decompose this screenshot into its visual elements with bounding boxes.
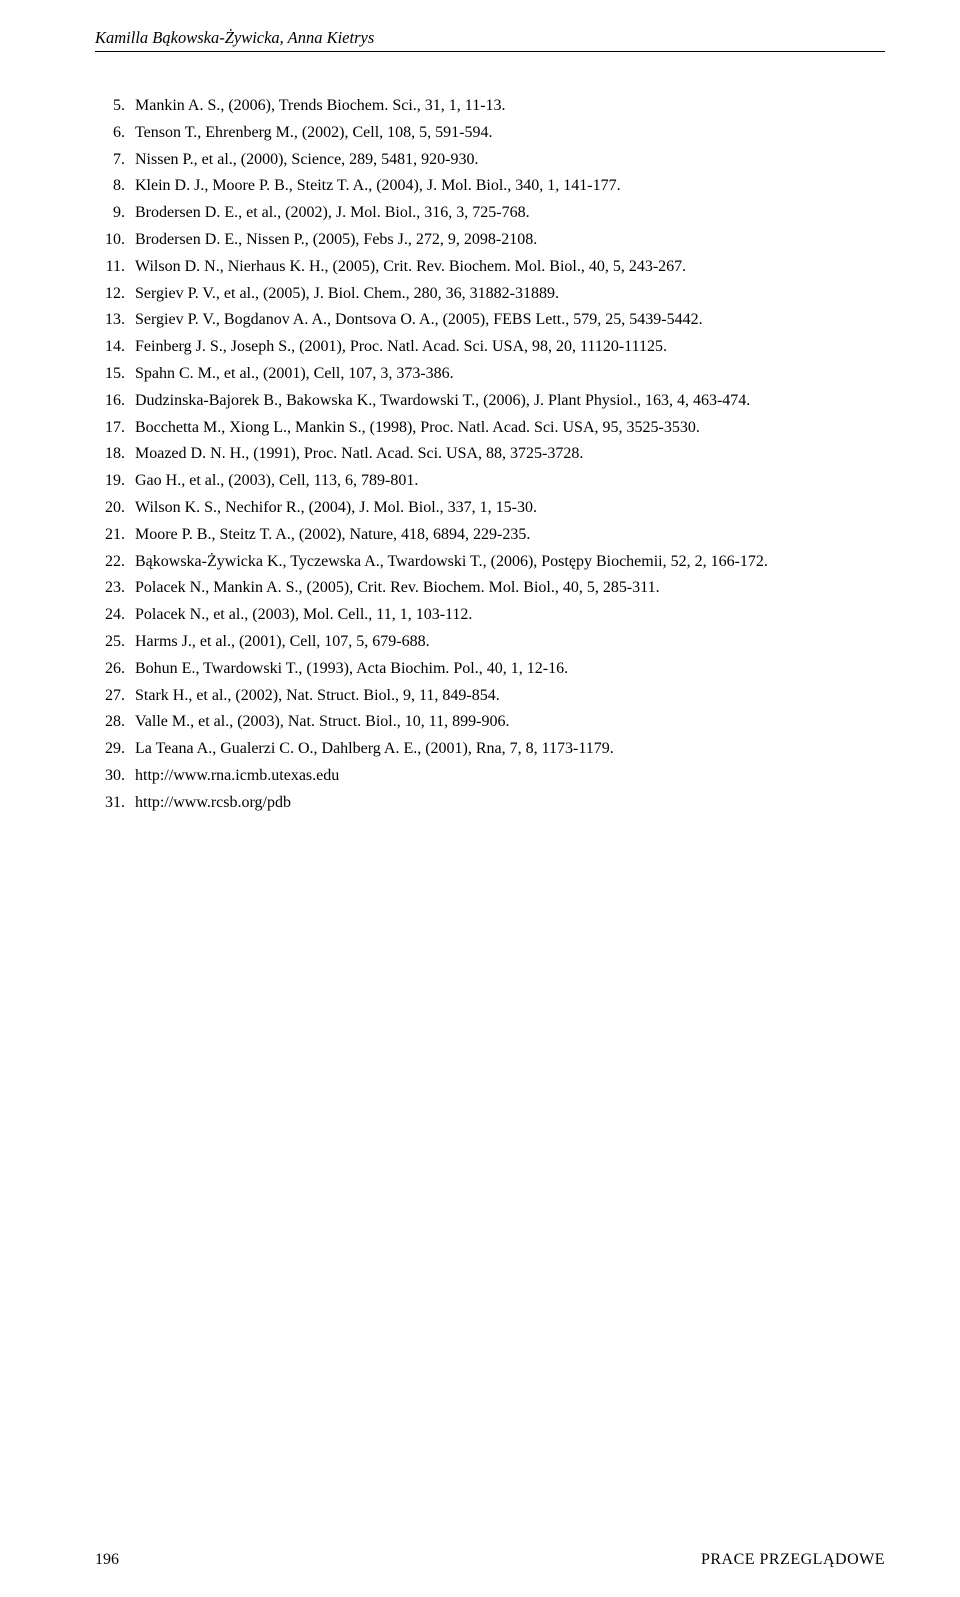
reference-number: 12. [95, 282, 125, 307]
reference-number: 20. [95, 496, 125, 521]
reference-item: 10. Brodersen D. E., Nissen P., (2005), F… [95, 228, 885, 253]
reference-number: 5. [95, 94, 125, 119]
reference-item: 27. Stark H., et al., (2002), Nat. Struct… [95, 684, 885, 709]
reference-item: 11. Wilson D. N., Nierhaus K. H., (2005),… [95, 255, 885, 280]
reference-item: 31. http://www.rcsb.org/pdb [95, 791, 885, 816]
reference-number: 29. [95, 737, 125, 762]
section-label: PRACE PRZEGLĄDOWE [701, 1551, 885, 1569]
reference-number: 11. [95, 255, 125, 280]
reference-item: 22. Bąkowska-Żywicka K., Tyczewska A., Tw… [95, 550, 885, 575]
reference-number: 8. [95, 174, 125, 199]
reference-item: 15. Spahn C. M., et al., (2001), Cell, 10… [95, 362, 885, 387]
reference-number: 6. [95, 121, 125, 146]
reference-text: La Teana A., Gualerzi C. O., Dahlberg A.… [135, 740, 614, 757]
reference-text: Polacek N., et al., (2003), Mol. Cell., … [135, 606, 472, 623]
reference-item: 12. Sergiev P. V., et al., (2005), J. Bio… [95, 282, 885, 307]
reference-number: 26. [95, 657, 125, 682]
reference-number: 16. [95, 389, 125, 414]
page-header: Kamilla Bąkowska-Żywicka, Anna Kietrys [95, 28, 885, 52]
reference-text: Valle M., et al., (2003), Nat. Struct. B… [135, 713, 509, 730]
reference-item: 13. Sergiev P. V., Bogdanov A. A., Dontso… [95, 308, 885, 333]
reference-text: Gao H., et al., (2003), Cell, 113, 6, 78… [135, 472, 418, 489]
reference-text: Polacek N., Mankin A. S., (2005), Crit. … [135, 579, 660, 596]
reference-text: Stark H., et al., (2002), Nat. Struct. B… [135, 687, 500, 704]
reference-text: Moazed D. N. H., (1991), Proc. Natl. Aca… [135, 445, 583, 462]
reference-number: 31. [95, 791, 125, 816]
reference-item: 6. Tenson T., Ehrenberg M., (2002), Cell,… [95, 121, 885, 146]
reference-text: Mankin A. S., (2006), Trends Biochem. Sc… [135, 97, 506, 114]
reference-number: 18. [95, 442, 125, 467]
reference-text: Wilson D. N., Nierhaus K. H., (2005), Cr… [135, 258, 686, 275]
reference-number: 30. [95, 764, 125, 789]
reference-item: 14. Feinberg J. S., Joseph S., (2001), Pr… [95, 335, 885, 360]
reference-item: 28. Valle M., et al., (2003), Nat. Struct… [95, 710, 885, 735]
reference-number: 9. [95, 201, 125, 226]
reference-text: Brodersen D. E., Nissen P., (2005), Febs… [135, 231, 537, 248]
reference-number: 14. [95, 335, 125, 360]
reference-text: Wilson K. S., Nechifor R., (2004), J. Mo… [135, 499, 537, 516]
reference-text: Nissen P., et al., (2000), Science, 289,… [135, 151, 479, 168]
reference-number: 13. [95, 308, 125, 333]
reference-text: Spahn C. M., et al., (2001), Cell, 107, … [135, 365, 454, 382]
reference-item: 21. Moore P. B., Steitz T. A., (2002), Na… [95, 523, 885, 548]
reference-item: 17. Bocchetta M., Xiong L., Mankin S., (1… [95, 416, 885, 441]
reference-number: 17. [95, 416, 125, 441]
reference-text: Tenson T., Ehrenberg M., (2002), Cell, 1… [135, 124, 493, 141]
reference-list: 5. Mankin A. S., (2006), Trends Biochem. … [95, 94, 885, 816]
reference-text: http://www.rcsb.org/pdb [135, 794, 291, 811]
header-authors: Kamilla Bąkowska-Żywicka, Anna Kietrys [95, 28, 374, 47]
reference-text: Harms J., et al., (2001), Cell, 107, 5, … [135, 633, 430, 650]
reference-item: 8. Klein D. J., Moore P. B., Steitz T. A.… [95, 174, 885, 199]
reference-number: 27. [95, 684, 125, 709]
reference-item: 30. http://www.rna.icmb.utexas.edu [95, 764, 885, 789]
reference-number: 7. [95, 148, 125, 173]
page-number: 196 [95, 1551, 119, 1569]
reference-text: http://www.rna.icmb.utexas.edu [135, 767, 339, 784]
reference-item: 23. Polacek N., Mankin A. S., (2005), Cri… [95, 576, 885, 601]
reference-item: 19. Gao H., et al., (2003), Cell, 113, 6,… [95, 469, 885, 494]
reference-item: 5. Mankin A. S., (2006), Trends Biochem. … [95, 94, 885, 119]
reference-number: 15. [95, 362, 125, 387]
reference-item: 26. Bohun E., Twardowski T., (1993), Acta… [95, 657, 885, 682]
reference-item: 18. Moazed D. N. H., (1991), Proc. Natl. … [95, 442, 885, 467]
reference-text: Bohun E., Twardowski T., (1993), Acta Bi… [135, 660, 568, 677]
reference-text: Bąkowska-Żywicka K., Tyczewska A., Tward… [135, 553, 768, 570]
reference-number: 23. [95, 576, 125, 601]
reference-number: 21. [95, 523, 125, 548]
reference-item: 7. Nissen P., et al., (2000), Science, 28… [95, 148, 885, 173]
page-footer: 196 PRACE PRZEGLĄDOWE [95, 1551, 885, 1569]
reference-item: 24. Polacek N., et al., (2003), Mol. Cell… [95, 603, 885, 628]
reference-text: Klein D. J., Moore P. B., Steitz T. A., … [135, 177, 621, 194]
reference-number: 28. [95, 710, 125, 735]
reference-number: 10. [95, 228, 125, 253]
reference-text: Feinberg J. S., Joseph S., (2001), Proc.… [135, 338, 667, 355]
reference-item: 29. La Teana A., Gualerzi C. O., Dahlberg… [95, 737, 885, 762]
reference-text: Bocchetta M., Xiong L., Mankin S., (1998… [135, 419, 700, 436]
reference-text: Dudzinska-Bajorek B., Bakowska K., Tward… [135, 392, 750, 409]
reference-number: 24. [95, 603, 125, 628]
reference-text: Moore P. B., Steitz T. A., (2002), Natur… [135, 526, 530, 543]
reference-number: 25. [95, 630, 125, 655]
reference-item: 25. Harms J., et al., (2001), Cell, 107, … [95, 630, 885, 655]
reference-text: Sergiev P. V., et al., (2005), J. Biol. … [135, 285, 559, 302]
reference-item: 20. Wilson K. S., Nechifor R., (2004), J.… [95, 496, 885, 521]
reference-number: 22. [95, 550, 125, 575]
reference-text: Brodersen D. E., et al., (2002), J. Mol.… [135, 204, 530, 221]
reference-item: 16. Dudzinska-Bajorek B., Bakowska K., Tw… [95, 389, 885, 414]
reference-item: 9. Brodersen D. E., et al., (2002), J. Mo… [95, 201, 885, 226]
reference-number: 19. [95, 469, 125, 494]
reference-text: Sergiev P. V., Bogdanov A. A., Dontsova … [135, 311, 703, 328]
